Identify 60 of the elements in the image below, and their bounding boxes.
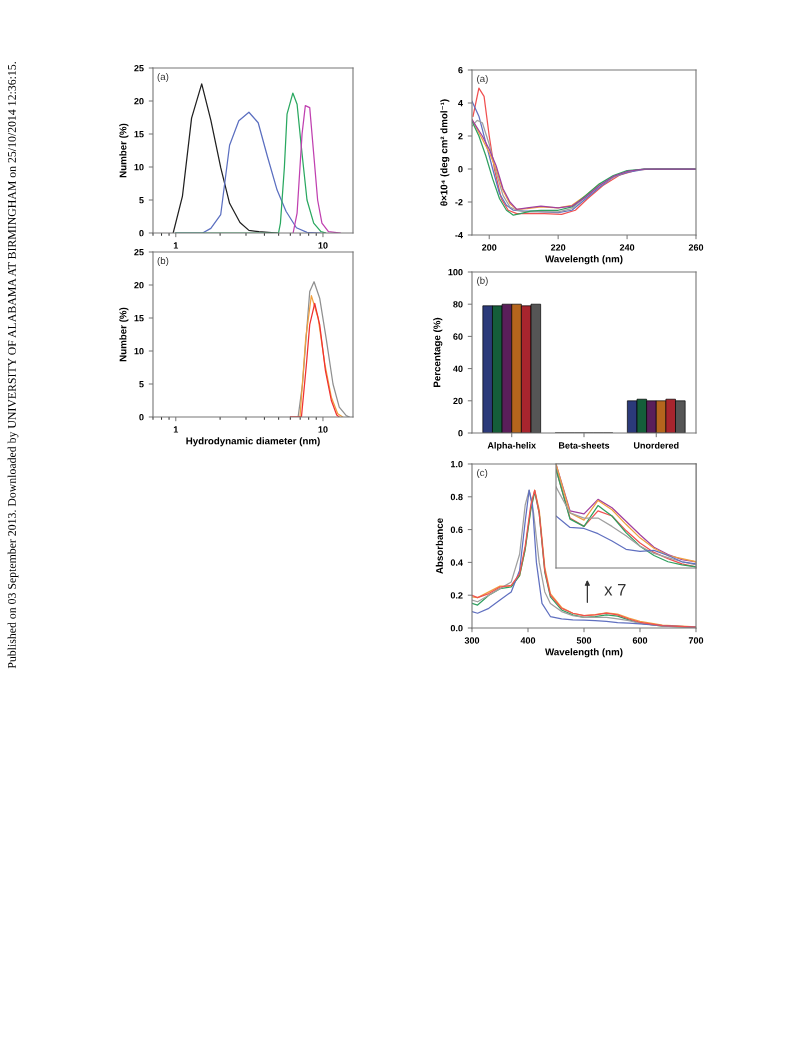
x-tick-label: 260	[688, 244, 704, 251]
y-tick-label: 40	[453, 365, 463, 372]
y-tick-label: 5	[139, 197, 144, 204]
x-tick-label: 240	[619, 244, 635, 251]
x-axis-title: Hydrodynamic diameter (nm)	[186, 437, 320, 447]
y-tick-label: 15	[134, 315, 144, 322]
y-tick-label: 0.8	[450, 493, 463, 501]
y-axis-title: Number (%)	[119, 307, 129, 362]
y-tick-label: 0	[458, 429, 463, 437]
y-tick-label: 10	[134, 163, 144, 171]
x-tick-label: 300	[464, 637, 480, 644]
x-tick-label: Beta-sheets	[559, 442, 610, 449]
x-tick-label: 1	[173, 426, 179, 433]
x-tick-label: 10	[318, 242, 328, 249]
y-tick-label: 0.2	[450, 592, 463, 599]
y-tick-label: 20	[134, 281, 144, 289]
y-tick-label: 10	[134, 347, 144, 355]
y-tick-label: -2	[455, 198, 463, 206]
annotation: (b)	[157, 256, 169, 267]
annotation: x 7	[604, 583, 626, 596]
y-tick-label: -4	[455, 232, 463, 239]
y-tick-label: 1.0	[450, 460, 463, 468]
annotation: (a)	[477, 74, 488, 85]
y-tick-label: 60	[453, 333, 463, 340]
x-tick-label: Unordered	[633, 442, 679, 449]
x-tick-label: 700	[688, 637, 704, 644]
annotation: (a)	[157, 72, 169, 83]
y-axis-title: Number (%)	[119, 123, 129, 178]
y-axis-title: Percentage (%)	[433, 317, 443, 387]
y-tick-label: 25	[134, 248, 144, 256]
y-tick-label: 25	[134, 64, 144, 72]
annotation: (b)	[477, 276, 488, 286]
y-tick-label: 6	[458, 66, 463, 74]
y-tick-label: 4	[458, 100, 463, 107]
y-tick-label: 2	[458, 132, 463, 140]
y-tick-label: 100	[448, 268, 463, 276]
y-tick-label: 0	[139, 229, 144, 237]
y-axis-title: Absorbance	[435, 518, 443, 574]
x-tick-label: 500	[576, 637, 592, 644]
x-tick-label: 220	[550, 244, 566, 251]
y-tick-label: 0.6	[450, 526, 463, 533]
x-axis-title: Wavelength (nm)	[545, 255, 623, 265]
y-tick-label: 15	[134, 131, 144, 138]
y-tick-label: 20	[453, 397, 463, 405]
y-tick-label: 0.4	[450, 559, 463, 566]
x-tick-label: 1	[173, 242, 179, 249]
y-axis-title: θ×10⁴ (deg cm² dmol⁻¹)	[440, 99, 450, 206]
y-tick-label: 80	[453, 301, 463, 308]
x-tick-label: Alpha-helix	[487, 442, 537, 451]
x-tick-label: 400	[520, 637, 536, 644]
text: Published on 03 September 2013. Downloaded by UNIVERSITY OF ALABAMA AT BIRMINGHAM on 25/10/2014 12:36:15.	[7, 62, 19, 669]
x-tick-label: 200	[482, 244, 497, 251]
x-tick-label: 600	[632, 637, 648, 644]
y-tick-label: 20	[134, 97, 144, 105]
y-tick-label: 0	[139, 413, 144, 421]
annotation: (c)	[477, 468, 488, 478]
y-tick-label: 0.0	[450, 624, 463, 632]
y-tick-label: 0	[458, 165, 463, 173]
y-tick-label: 5	[139, 381, 144, 388]
x-axis-title: Wavelength (nm)	[545, 648, 623, 658]
